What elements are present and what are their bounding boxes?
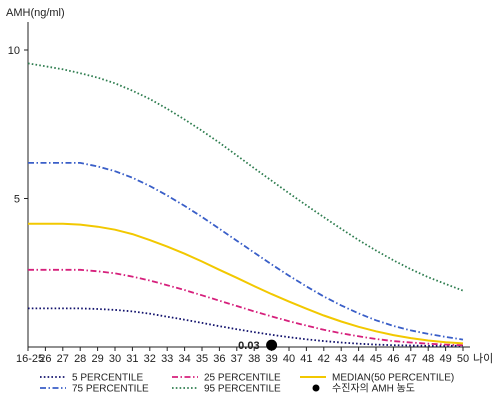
x-tick-label: 49 [439,353,451,365]
y-ticks: 10 5 [8,45,28,206]
x-tick-label: 36 [213,353,225,365]
x-tick-label: 37 [231,353,243,365]
legend-label: 5 PERCENTILE [72,373,143,384]
x-tick-label: 30 [109,353,121,365]
patient-marker-label: 0.03 [238,340,259,352]
x-tick-label: 44 [352,353,364,365]
legend-label: 75 PERCENTILE [72,384,149,395]
x-tick-label: 33 [161,353,173,365]
x-tick-label: 48 [422,353,434,365]
x-tick-label: 27 [57,353,69,365]
series-line-1 [28,268,464,347]
x-tick-label: 47 [405,353,417,365]
x-tick-label: 39 [265,353,277,365]
x-tick-label: 38 [248,353,260,365]
y-axis-label: AMH(ng/ml) [6,7,65,19]
series-line-3 [28,162,464,341]
legend-label: 95 PERCENTILE [204,384,281,395]
legend-label: 25 PERCENTILE [204,373,281,384]
axes: AMH(ng/ml) 나이 [6,7,493,365]
x-tick-label: 32 [144,353,156,365]
x-tick-label: 29 [91,353,103,365]
y-tick-label: 5 [14,194,20,206]
x-tick-label: 16-25 [16,353,44,365]
x-tick-label: 50 [457,353,469,365]
x-axis-label: 나이 [473,352,493,365]
x-tick-label: 35 [196,353,208,365]
x-tick-label: 40 [283,353,295,365]
x-tick-label: 34 [178,353,190,365]
patient-marker: 0.03 [238,339,278,352]
series-line-4 [27,62,464,292]
legend: 5 PERCENTILE 25 PERCENTILE MEDIAN(50 PERCE… [40,373,454,395]
x-tick-label: 43 [335,353,347,365]
legend-swatch-dot [312,384,320,392]
patient-marker-dot [266,339,278,351]
x-tick-label: 46 [387,353,399,365]
legend-label: 수진자의 AMH 농도 [332,383,415,395]
series-line-2 [28,222,464,345]
series-line-0 [28,307,463,347]
x-tick-label: 28 [74,353,86,365]
x-tick-label: 31 [126,353,138,365]
x-tick-label: 26 [39,353,51,365]
x-tick-label: 45 [370,353,382,365]
y-tick-label: 10 [8,45,20,57]
legend-label: MEDIAN(50 PERCENTILE) [332,373,454,384]
series-lines [27,62,464,347]
x-tick-label: 41 [300,353,312,365]
x-tick-label: 42 [318,353,330,365]
